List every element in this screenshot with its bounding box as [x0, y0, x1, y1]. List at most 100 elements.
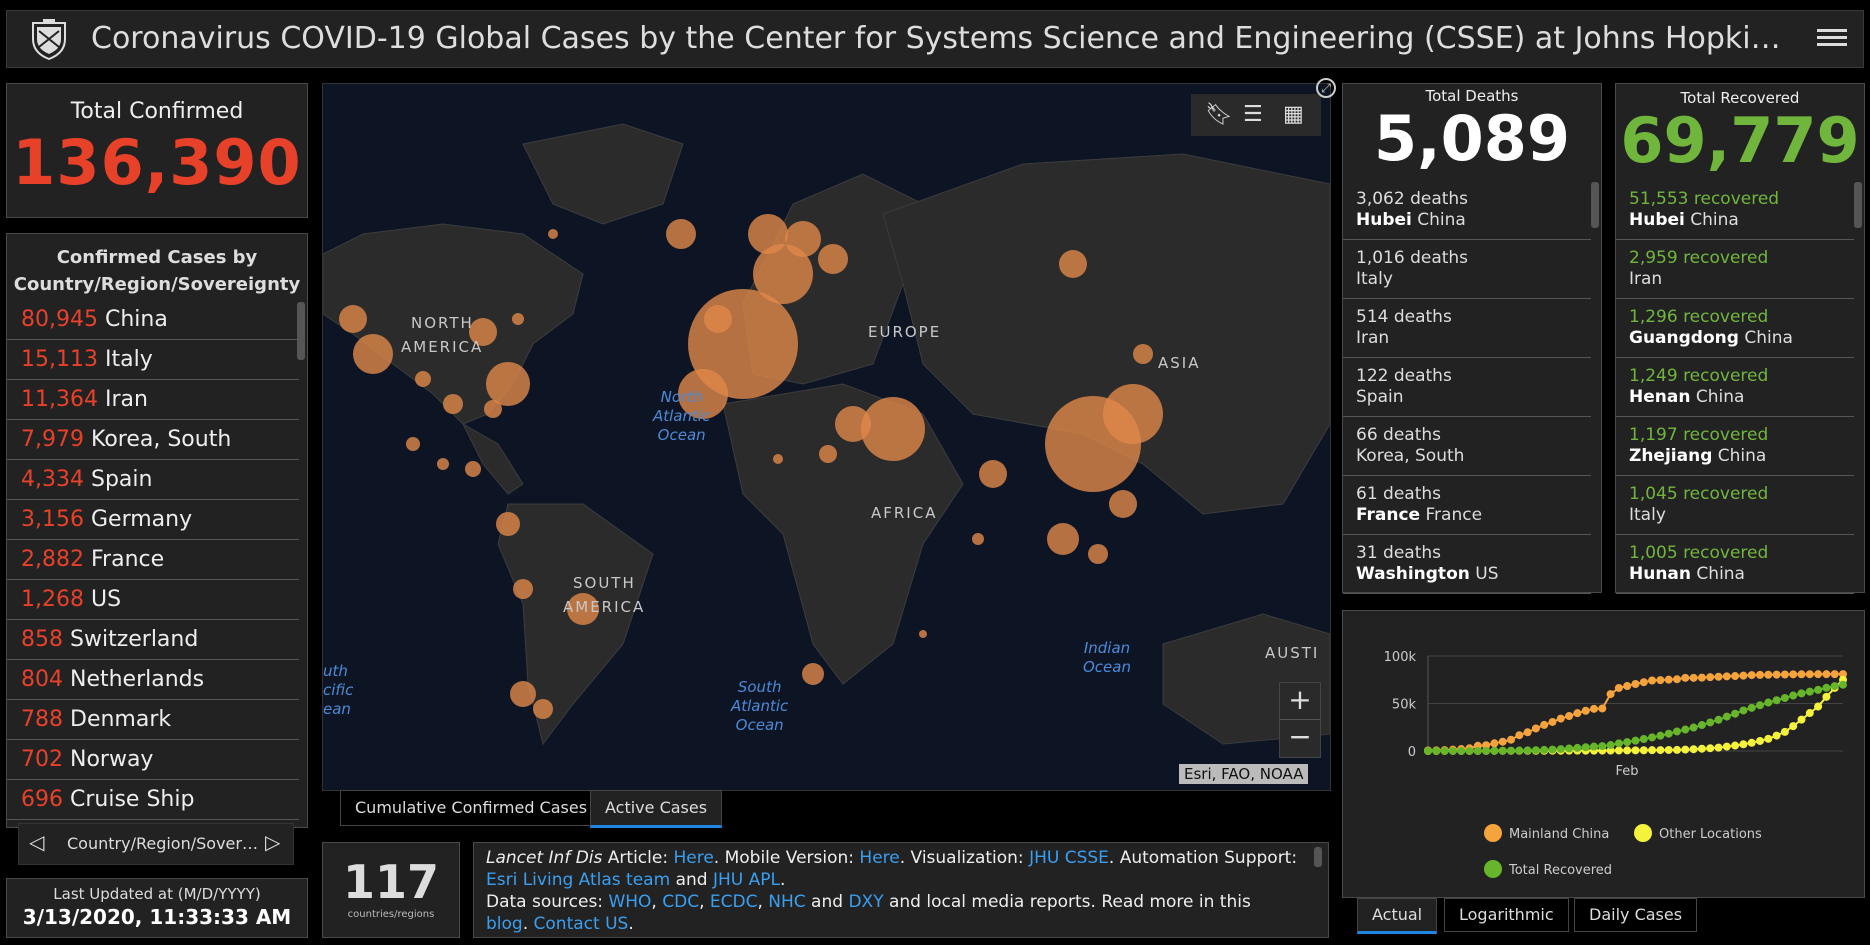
deaths-count: 61 deaths — [1356, 484, 1441, 504]
chart-point — [1780, 670, 1789, 679]
country-row[interactable]: 11,364 Iran — [7, 380, 299, 420]
mobile-version-link[interactable]: Here — [859, 848, 900, 868]
chart-y-tick-label: 0 — [1408, 745, 1416, 760]
country-name: Iran — [104, 387, 148, 412]
who-link[interactable]: WHO — [608, 892, 652, 912]
country-row[interactable]: 15,113 Italy — [7, 340, 299, 380]
tab-cumulative-confirmed[interactable]: Cumulative Confirmed Cases — [340, 790, 603, 826]
zoom-in-button[interactable]: + — [1280, 683, 1320, 720]
info-text: Article: — [602, 848, 674, 868]
tab-logarithmic[interactable]: Logarithmic — [1444, 898, 1569, 932]
chart-point — [1805, 709, 1814, 718]
recovered-row[interactable]: 2,959 recovered Iran — [1616, 240, 1854, 299]
deaths-count: 122 deaths — [1356, 366, 1452, 386]
chart-x-tick-label: Feb — [1616, 764, 1639, 779]
chart-point — [1507, 746, 1515, 755]
deaths-scrollbar[interactable] — [1591, 182, 1599, 228]
jhu-apl-link[interactable]: JHU APL — [712, 870, 780, 890]
bookmark-icon[interactable]: 🔖︎ — [1205, 102, 1233, 127]
chart-point — [1814, 670, 1823, 679]
chart-point — [1465, 746, 1474, 755]
recovered-scrollbar[interactable] — [1854, 182, 1862, 228]
deaths-location: Hubei China — [1356, 210, 1591, 231]
deaths-location: Italy — [1356, 269, 1591, 290]
world-map[interactable]: NORTH AMERICA EUROPE ASIA AFRICA SOUTH A… — [322, 83, 1331, 791]
pager-prev-icon[interactable]: ◁ — [29, 830, 45, 854]
deaths-row[interactable]: 1,016 deaths Italy — [1343, 240, 1591, 299]
tab-daily-cases[interactable]: Daily Cases — [1574, 898, 1698, 932]
deaths-row[interactable]: 514 deaths Iran — [1343, 299, 1591, 358]
blog-link[interactable]: blog — [486, 914, 523, 934]
deaths-list[interactable]: 3,062 deaths Hubei China 1,016 deaths Ital… — [1343, 181, 1591, 594]
country-row[interactable]: 788 Denmark — [7, 700, 299, 740]
list-icon[interactable]: ☰ — [1243, 102, 1263, 127]
recovered-row[interactable]: 1,005 recovered Hunan China — [1616, 535, 1854, 594]
info-scrollbar[interactable] — [1314, 847, 1322, 867]
recovered-row[interactable]: 1,249 recovered Henan China — [1616, 358, 1854, 417]
country-list[interactable]: 80,945 China 15,113 Italy 11,364 Iran 7,979… — [7, 300, 299, 820]
chart-point — [1731, 672, 1740, 681]
recovered-row[interactable]: 51,553 recovered Hubei China — [1616, 181, 1854, 240]
chart-point — [1540, 720, 1549, 729]
recovered-row[interactable]: 1,045 recovered Italy — [1616, 476, 1854, 535]
country-name: Denmark — [70, 707, 172, 732]
ocean-label-north-atlantic: North Atlantic Ocean — [653, 388, 710, 445]
chart-point — [1772, 670, 1781, 679]
country-row[interactable]: 3,156 Germany — [7, 500, 299, 540]
chart-point — [1482, 741, 1491, 750]
chart-point — [1747, 738, 1756, 747]
deaths-row[interactable]: 66 deaths Korea, South — [1343, 417, 1591, 476]
chart-point — [1531, 746, 1540, 755]
tab-active-cases[interactable]: Active Cases — [590, 790, 723, 828]
deaths-row[interactable]: 61 deaths France France — [1343, 476, 1591, 535]
country-row[interactable]: 1,268 US — [7, 580, 299, 620]
deaths-row[interactable]: 3,062 deaths Hubei China — [1343, 181, 1591, 240]
deaths-count: 66 deaths — [1356, 425, 1441, 445]
esri-living-atlas-link[interactable]: Esri Living Atlas team — [486, 870, 671, 890]
country-row[interactable]: 2,882 France — [7, 540, 299, 580]
deaths-row[interactable]: 31 deaths Washington US — [1343, 535, 1591, 594]
chart-point — [1681, 673, 1690, 682]
recovered-row[interactable]: 1,296 recovered Guangdong China — [1616, 299, 1854, 358]
chart-point — [1722, 712, 1731, 721]
countries-count-value: 117 — [342, 855, 440, 909]
country-row[interactable]: 804 Netherlands — [7, 660, 299, 700]
recovered-location: Henan China — [1629, 387, 1854, 408]
confirmed-by-country-panel: Confirmed Cases by Country/Region/Sovere… — [6, 233, 308, 828]
jhu-csse-link[interactable]: JHU CSSE — [1029, 848, 1109, 868]
zoom-out-button[interactable]: − — [1288, 720, 1312, 753]
map-canvas[interactable] — [323, 84, 1330, 790]
chart-point — [1747, 703, 1756, 712]
deaths-row[interactable]: 122 deaths Spain — [1343, 358, 1591, 417]
dxy-link[interactable]: DXY — [848, 892, 884, 912]
recovered-location: Iran — [1629, 269, 1854, 290]
contact-us-link[interactable]: Contact US — [533, 914, 629, 934]
chart-point — [1515, 746, 1524, 755]
pager-next-icon[interactable]: ▷ — [265, 830, 281, 854]
basemap-gallery-icon[interactable]: ▦ — [1283, 102, 1304, 127]
country-row[interactable]: 7,979 Korea, South — [7, 420, 299, 460]
recovered-row[interactable]: 1,197 recovered Zhejiang China — [1616, 417, 1854, 476]
region-name: Hubei — [1629, 210, 1685, 230]
chart-point — [1814, 685, 1823, 694]
country-row[interactable]: 80,945 China — [7, 300, 299, 340]
info-text: . Mobile Version: — [713, 848, 860, 868]
tab-actual[interactable]: Actual — [1357, 898, 1438, 934]
article-link[interactable]: Here — [673, 848, 714, 868]
ecdc-link[interactable]: ECDC — [709, 892, 758, 912]
ocean-label-line: ean — [323, 700, 351, 718]
hamburger-menu-icon[interactable] — [1817, 25, 1847, 51]
recovered-list[interactable]: 51,553 recovered Hubei China 2,959 recover… — [1616, 181, 1854, 594]
country-row[interactable]: 696 Cruise Ship — [7, 780, 299, 820]
chart-point — [1482, 746, 1491, 755]
country-name: China — [104, 307, 168, 332]
country-row[interactable]: 702 Norway — [7, 740, 299, 780]
country-list-scrollbar[interactable] — [297, 302, 305, 360]
country-row[interactable]: 4,334 Spain — [7, 460, 299, 500]
nhc-link[interactable]: NHC — [768, 892, 806, 912]
expand-icon[interactable]: ⤢ — [1316, 78, 1336, 98]
info-text: . — [522, 914, 534, 934]
cdc-link[interactable]: CDC — [662, 892, 700, 912]
legend-swatch — [1484, 860, 1502, 878]
country-row[interactable]: 858 Switzerland — [7, 620, 299, 660]
